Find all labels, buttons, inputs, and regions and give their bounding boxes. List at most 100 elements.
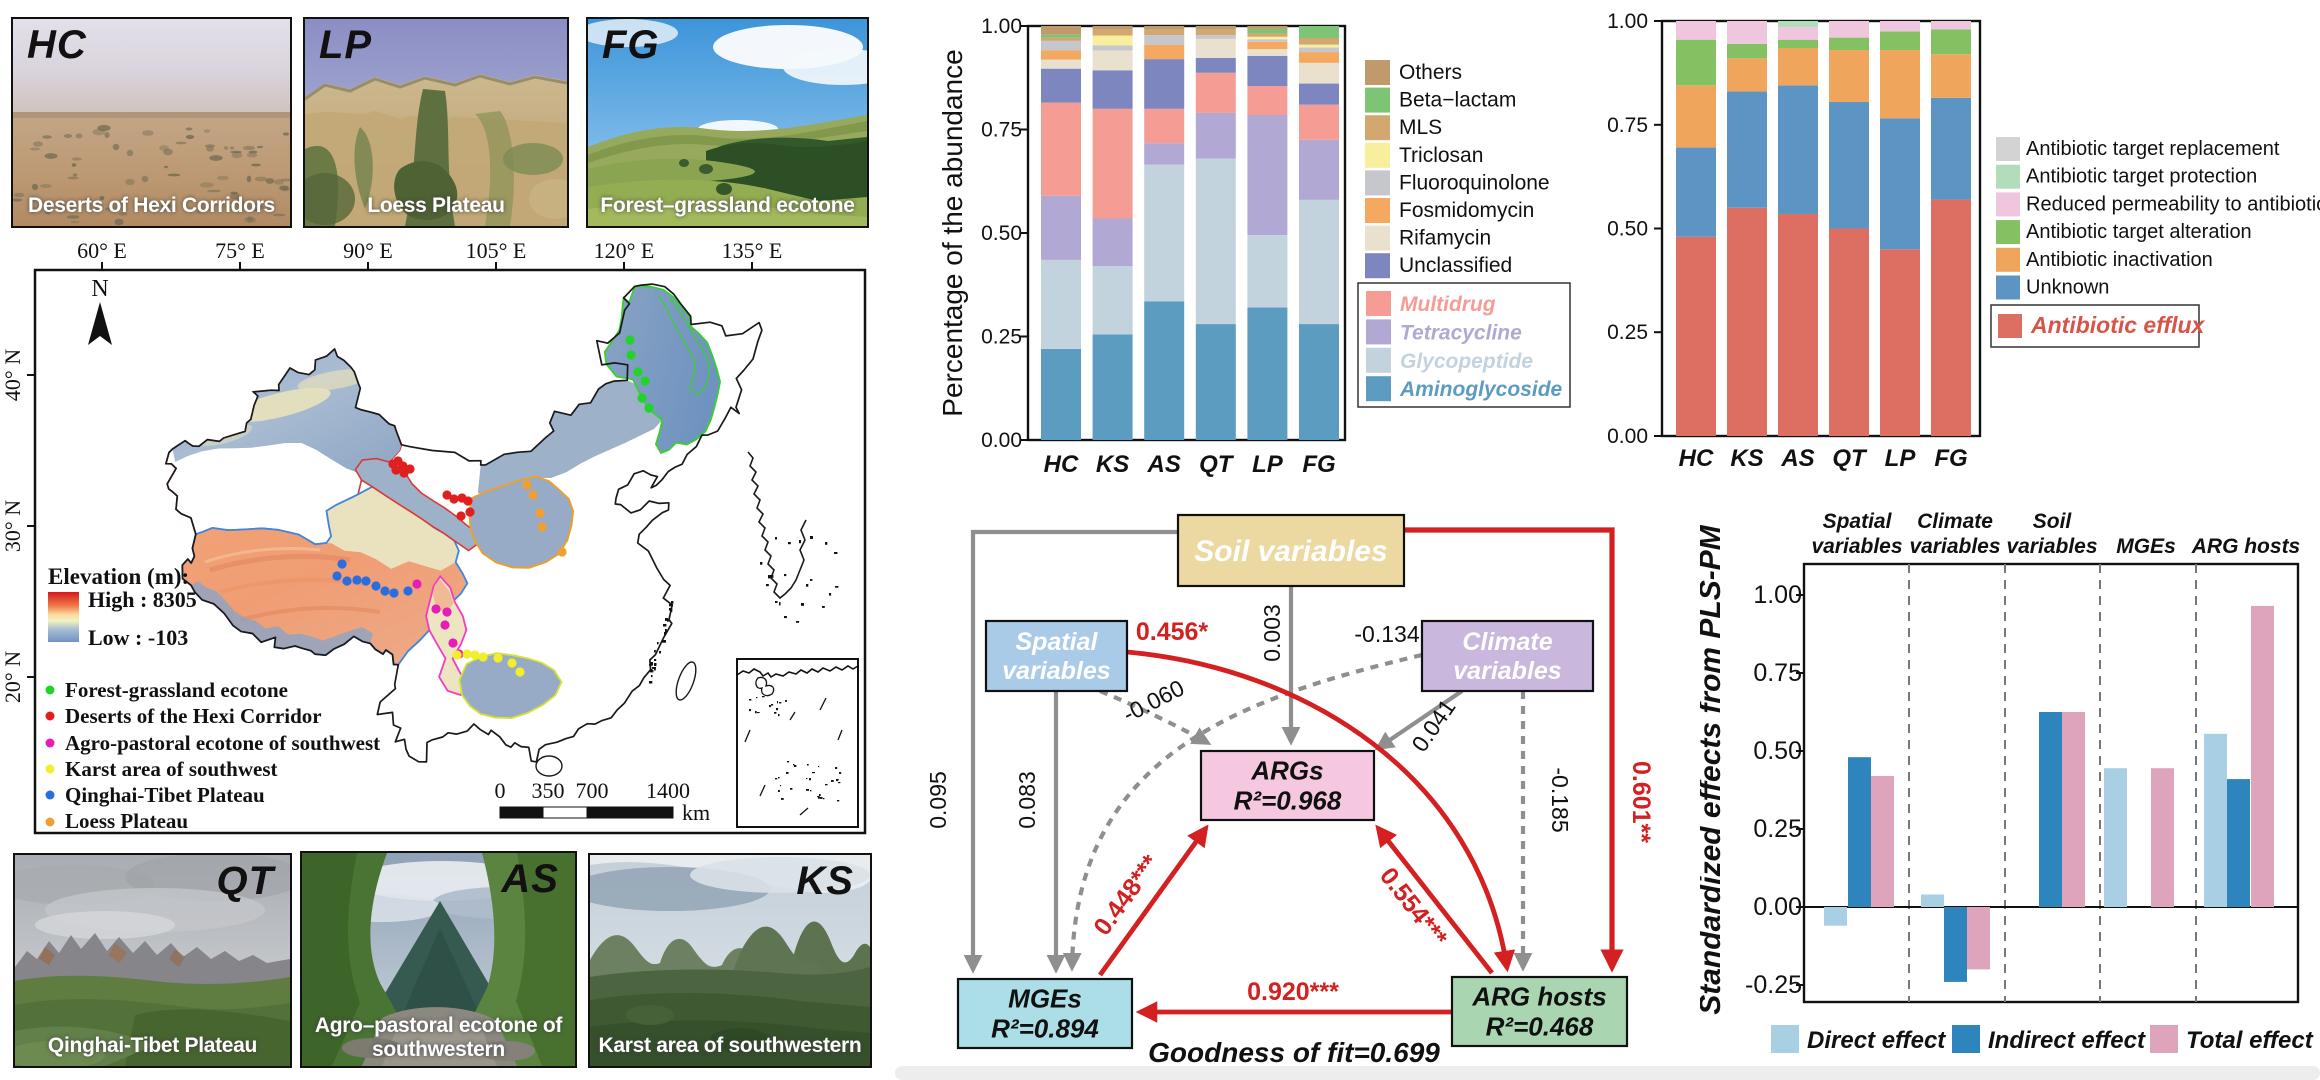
- svg-text:Antibiotic inactivation: Antibiotic inactivation: [2026, 249, 2213, 271]
- svg-text:Deserts of the Hexi Corridor: Deserts of the Hexi Corridor: [65, 704, 322, 728]
- svg-text:Low : -103: Low : -103: [88, 625, 188, 650]
- svg-text:KS: KS: [1096, 451, 1129, 478]
- svg-text:1.00: 1.00: [981, 15, 1022, 38]
- svg-text:Tetracycline: Tetracycline: [1400, 321, 1522, 344]
- svg-text:Goodness of fit=0.699: Goodness of fit=0.699: [1148, 1037, 1440, 1068]
- svg-text:R²=0.468: R²=0.468: [1486, 1012, 1594, 1042]
- svg-text:0.25: 0.25: [1753, 815, 1802, 843]
- svg-text:Spatial: Spatial: [1823, 510, 1893, 533]
- svg-text:Multidrug: Multidrug: [1400, 293, 1496, 316]
- svg-text:HC: HC: [1679, 445, 1714, 472]
- svg-text:350: 350: [532, 778, 565, 803]
- svg-text:120° E: 120° E: [594, 240, 655, 263]
- svg-text:variables: variables: [2006, 535, 2097, 558]
- svg-text:0.601**: 0.601**: [1627, 761, 1655, 843]
- svg-text:ARG hosts: ARG hosts: [2191, 535, 2301, 558]
- svg-text:Spatial: Spatial: [1016, 628, 1099, 656]
- svg-text:Climate: Climate: [1917, 510, 1993, 533]
- svg-text:0.50: 0.50: [1607, 218, 1648, 241]
- svg-text:0.75: 0.75: [981, 119, 1022, 142]
- svg-text:105° E: 105° E: [466, 240, 527, 263]
- svg-text:R²=0.968: R²=0.968: [1234, 786, 1342, 816]
- svg-text:Karst area of southwest: Karst area of southwest: [65, 757, 278, 781]
- svg-text:MLS: MLS: [1399, 116, 1442, 139]
- svg-text:0.25: 0.25: [1607, 321, 1648, 344]
- svg-text:Soil variables: Soil variables: [1194, 535, 1387, 568]
- svg-text:QT: QT: [1832, 445, 1868, 472]
- svg-text:Percentage of the abundance: Percentage of the abundance: [937, 49, 968, 416]
- svg-text:20° N: 20° N: [0, 651, 25, 703]
- svg-text:0.50: 0.50: [981, 222, 1022, 245]
- svg-text:-0.060: -0.060: [1118, 674, 1188, 727]
- svg-text:Antibiotic target protection: Antibiotic target protection: [2026, 166, 2257, 188]
- svg-text:Antibiotic target alteration: Antibiotic target alteration: [2026, 221, 2252, 243]
- svg-text:Loess Plateau: Loess Plateau: [65, 809, 188, 833]
- svg-text:0.920***: 0.920***: [1247, 978, 1339, 1006]
- svg-text:1400: 1400: [646, 778, 690, 803]
- svg-text:Agro-pastoral ecotone of south: Agro-pastoral ecotone of southwest: [65, 731, 380, 755]
- svg-text:Total effect: Total effect: [2186, 1027, 2314, 1054]
- svg-text:Others: Others: [1399, 61, 1462, 84]
- svg-text:High : 8305: High : 8305: [88, 587, 197, 612]
- svg-text:-0.185: -0.185: [1547, 767, 1573, 832]
- svg-text:Rifamycin: Rifamycin: [1399, 227, 1491, 250]
- svg-text:Glycopeptide: Glycopeptide: [1400, 350, 1533, 373]
- svg-text:Standardized effects from PLS-: Standardized effects from PLS-PM: [1700, 524, 1727, 1015]
- svg-text:0.50: 0.50: [1753, 737, 1802, 765]
- svg-text:Aminoglycoside: Aminoglycoside: [1399, 378, 1563, 401]
- svg-text:0.456*: 0.456*: [1136, 618, 1209, 646]
- svg-text:FG: FG: [1934, 445, 1967, 472]
- svg-text:KS: KS: [1730, 445, 1763, 472]
- svg-text:Unclassified: Unclassified: [1399, 254, 1512, 277]
- svg-text:variables: variables: [1002, 657, 1111, 685]
- svg-text:LP: LP: [1252, 451, 1284, 478]
- svg-text:Beta−lactam: Beta−lactam: [1399, 89, 1516, 112]
- svg-text:0: 0: [495, 778, 506, 803]
- svg-text:variables: variables: [1811, 535, 1902, 558]
- svg-text:0.003: 0.003: [1259, 604, 1285, 662]
- svg-text:ARGs: ARGs: [1250, 756, 1323, 786]
- svg-text:QT: QT: [1199, 451, 1235, 478]
- svg-text:0.095: 0.095: [925, 771, 951, 829]
- svg-text:60° E: 60° E: [77, 240, 127, 263]
- svg-text:Indirect effect: Indirect effect: [1988, 1027, 2146, 1054]
- svg-text:variables: variables: [1909, 535, 2000, 558]
- svg-text:Antibiotic efflux: Antibiotic efflux: [2030, 312, 2206, 338]
- svg-text:0.083: 0.083: [1014, 771, 1040, 829]
- svg-text:1.00: 1.00: [1753, 581, 1802, 609]
- svg-text:700: 700: [576, 778, 609, 803]
- svg-text:LP: LP: [1885, 445, 1917, 472]
- svg-text:MGEs: MGEs: [1008, 984, 1082, 1014]
- svg-text:Reduced permeability to antibi: Reduced permeability to antibiotic: [2026, 193, 2320, 215]
- svg-text:0.00: 0.00: [1607, 425, 1648, 448]
- svg-text:Fluoroquinolone: Fluoroquinolone: [1399, 171, 1550, 194]
- svg-text:30° N: 30° N: [0, 500, 25, 552]
- svg-text:Fosmidomycin: Fosmidomycin: [1399, 199, 1534, 222]
- svg-text:km: km: [682, 800, 710, 825]
- svg-text:MGEs: MGEs: [2116, 535, 2176, 558]
- svg-text:Triclosan: Triclosan: [1399, 144, 1483, 167]
- svg-text:-0.134: -0.134: [1354, 621, 1419, 647]
- svg-text:Qinghai-Tibet Plateau: Qinghai-Tibet Plateau: [65, 783, 265, 807]
- svg-text:0.00: 0.00: [1753, 893, 1802, 921]
- svg-text:variables: variables: [1453, 657, 1562, 685]
- svg-text:135° E: 135° E: [722, 240, 783, 263]
- svg-text:0.75: 0.75: [1753, 659, 1802, 687]
- svg-text:0.75: 0.75: [1607, 114, 1648, 137]
- svg-text:Elevation (m):: Elevation (m):: [48, 564, 189, 589]
- svg-text:Direct effect: Direct effect: [1807, 1027, 1946, 1054]
- svg-text:Unknown: Unknown: [2026, 277, 2109, 299]
- svg-text:N: N: [91, 276, 108, 302]
- svg-text:75° E: 75° E: [215, 240, 265, 263]
- svg-text:0.00: 0.00: [981, 429, 1022, 452]
- svg-text:Forest-grassland ecotone: Forest-grassland ecotone: [65, 678, 288, 702]
- svg-text:0.25: 0.25: [981, 326, 1022, 349]
- svg-text:AS: AS: [1147, 451, 1181, 478]
- svg-text:-0.25: -0.25: [1745, 971, 1802, 999]
- svg-text:1.00: 1.00: [1607, 10, 1648, 33]
- svg-text:R²=0.894: R²=0.894: [991, 1014, 1099, 1044]
- svg-text:HC: HC: [1044, 451, 1079, 478]
- svg-text:AS: AS: [1780, 445, 1814, 472]
- svg-text:90° E: 90° E: [343, 240, 393, 263]
- svg-text:Antibiotic target replacement: Antibiotic target replacement: [2026, 138, 2280, 160]
